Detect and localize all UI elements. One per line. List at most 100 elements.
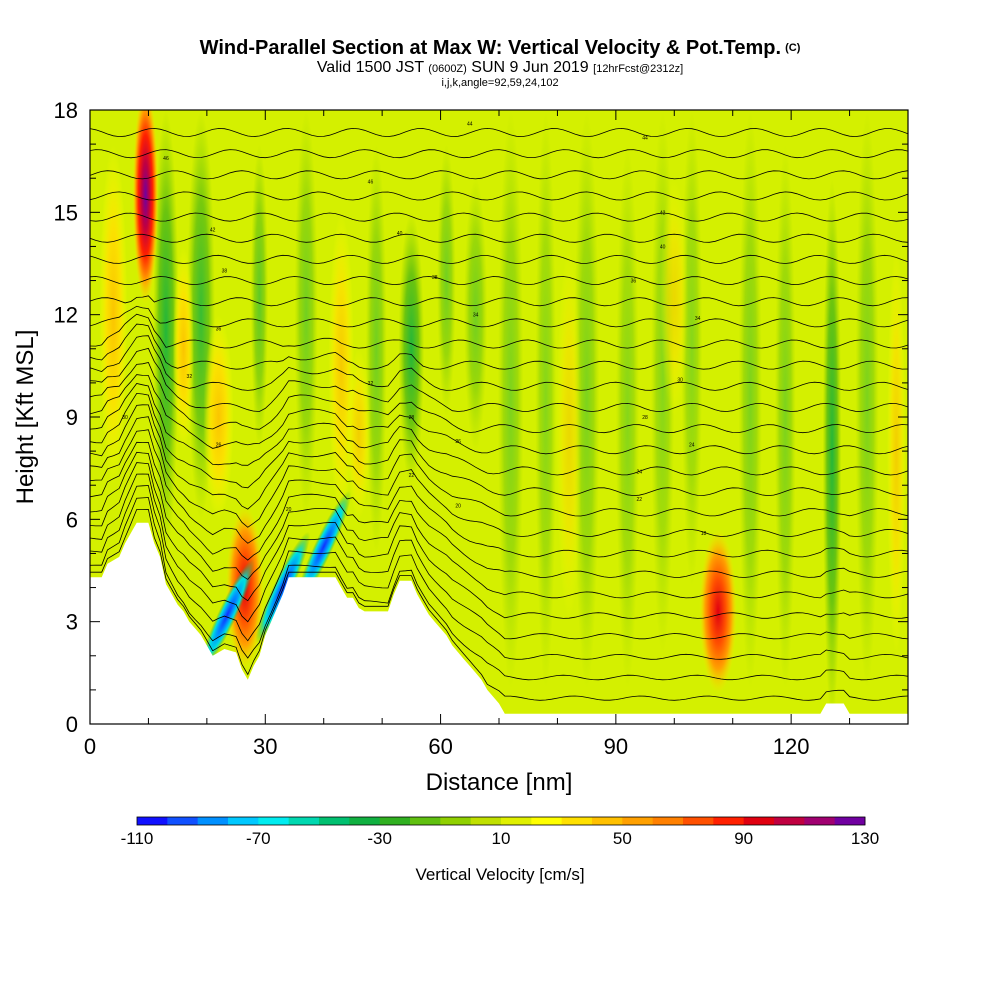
theta-contour-line	[90, 362, 908, 434]
chart-title-block: Wind-Parallel Section at Max W: Vertical…	[0, 36, 1000, 89]
contour-label: 32	[368, 381, 374, 387]
contour-label: 20	[455, 504, 461, 510]
chart-title: Wind-Parallel Section at Max W: Vertical…	[0, 36, 1000, 60]
theta-contour-line	[90, 127, 908, 138]
colorbar-title: Vertical Velocity [cm/s]	[415, 865, 584, 884]
contour-label: 32	[187, 374, 193, 380]
contour-label: 44	[467, 122, 473, 128]
theta-contour-line	[90, 485, 908, 660]
contour-label: 28	[642, 415, 648, 421]
contour-label: 26	[455, 439, 461, 445]
colorbar-swatch	[652, 817, 684, 825]
downdraft-core	[255, 531, 311, 644]
field-streak	[855, 110, 879, 690]
theta-contour-line	[90, 233, 908, 243]
plot-area: 44 44 46 46 42 42 40 40 38 38 36 36 34 34 32 32 30 30 28 28…	[90, 110, 908, 724]
theta-contour-line	[90, 404, 908, 517]
theta-contour-line	[90, 295, 908, 307]
updraft-core	[132, 110, 159, 305]
contour-label: 22	[636, 497, 642, 503]
colorbar-swatch	[774, 817, 805, 825]
contour-label: 20	[286, 507, 292, 513]
field-streak	[615, 144, 640, 690]
contour-label: 18	[701, 531, 707, 537]
indices-line: i,j,k,angle=92,59,24,102	[441, 77, 559, 89]
y-axis-title: Height [Kft MSL]	[12, 330, 39, 505]
valid-utc: (0600Z)	[428, 63, 467, 75]
x-tick-label: 0	[84, 734, 96, 759]
field-streak	[250, 144, 269, 452]
theta-contour-line	[90, 451, 908, 599]
field-streak	[99, 144, 128, 486]
copyright-mark: (C)	[785, 42, 801, 54]
theta-contour-line	[90, 335, 908, 391]
field-streak	[556, 246, 582, 622]
contour-label: 40	[397, 231, 403, 237]
theta-contour-line	[90, 313, 908, 349]
colorbar-swatch	[137, 817, 168, 825]
colorbar-swatch	[622, 817, 654, 825]
colorbar-swatch	[531, 817, 563, 825]
contour-label: 36	[216, 326, 222, 332]
colorbar-tick-label: 90	[734, 829, 753, 848]
y-tick-label: 15	[54, 200, 78, 225]
contour-label: 28	[409, 415, 415, 421]
contour-label: 26	[216, 442, 222, 448]
theta-contour-line	[90, 347, 908, 412]
contour-label: 38	[222, 268, 228, 274]
colorbar-swatch	[379, 817, 411, 825]
theta-contour-line	[90, 416, 908, 537]
contour-label: 42	[210, 227, 216, 233]
forecast-info: [12hrFcst@2312z]	[593, 63, 684, 75]
colorbar-swatch	[228, 817, 259, 825]
x-tick-label: 120	[773, 734, 810, 759]
contour-label: 42	[660, 210, 666, 216]
x-axis-title: Distance [nm]	[426, 769, 573, 796]
y-tick-label: 12	[54, 303, 78, 328]
contour-label: 46	[163, 156, 169, 162]
colorbar-tick-label: 10	[492, 829, 511, 848]
terrain-fill	[90, 522, 908, 724]
theta-contour-line	[90, 305, 908, 328]
colorbar-swatch	[592, 817, 623, 825]
colorbar-swatch	[713, 817, 745, 825]
field-streak	[463, 178, 488, 452]
theta-contour-line	[90, 170, 908, 180]
theta-contour-line	[90, 462, 908, 619]
terrain	[90, 522, 908, 724]
theta-contour-line	[90, 276, 908, 286]
colorbar-swatch	[258, 817, 290, 825]
y-tick-label: 0	[66, 712, 78, 737]
colorbar-tick-label: -110	[121, 829, 154, 848]
y-tick-label: 9	[66, 405, 78, 430]
field-streak	[203, 314, 234, 520]
contour-label: 36	[631, 279, 637, 285]
colorbar-frame	[136, 816, 866, 826]
field-streak	[774, 144, 796, 690]
colorbar-swatch	[834, 817, 866, 825]
colorbar-swatch	[470, 817, 502, 825]
field-streak	[497, 110, 524, 690]
colorbar-swatch	[288, 817, 320, 825]
colorbar: -110 -70 -30 10 50 90 130	[121, 816, 879, 848]
valid-date: SUN 9 Jun 2019	[471, 59, 589, 76]
y-tick-label: 6	[66, 507, 78, 532]
y-tick-label: 18	[54, 98, 78, 123]
field-streak	[347, 348, 371, 520]
field-streak	[738, 110, 762, 690]
theta-contour-line	[90, 429, 908, 558]
theta-contour-line	[90, 374, 908, 455]
colorbar-swatch	[197, 817, 229, 825]
theta-contour-line	[90, 508, 908, 701]
colorbar-swatch	[167, 817, 199, 825]
colorbar-swatch	[683, 817, 714, 825]
theta-contour-line	[90, 383, 908, 476]
field-streak	[660, 178, 689, 417]
colorbar-tick-label: 130	[851, 829, 879, 848]
theta-contour-line	[90, 473, 908, 640]
valid-time: Valid 1500 JST (0600Z) SUN 9 Jun 2019 [1…	[0, 60, 1000, 77]
contour-label: 46	[368, 180, 374, 186]
contour-label: 34	[695, 316, 701, 322]
contour-label: 24	[689, 442, 695, 448]
